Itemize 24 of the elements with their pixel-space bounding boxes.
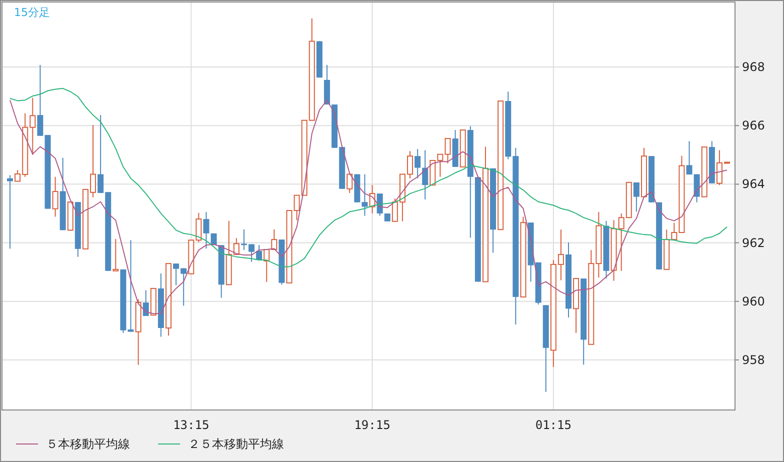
legend-label: ２５本移動平均線 bbox=[188, 437, 284, 451]
y-tick-label: 968 bbox=[742, 60, 765, 74]
line-series bbox=[10, 88, 728, 268]
candlestick bbox=[142, 290, 149, 316]
candlestick bbox=[203, 212, 210, 250]
candlestick bbox=[422, 150, 428, 200]
y-tick-label: 962 bbox=[742, 236, 765, 250]
candlestick bbox=[7, 174, 13, 250]
candlestick bbox=[346, 174, 353, 194]
candlestick bbox=[633, 182, 640, 212]
y-tick-label: 964 bbox=[742, 177, 765, 192]
candlestick bbox=[414, 148, 421, 179]
candlestick bbox=[112, 238, 119, 272]
candlestick bbox=[128, 240, 134, 332]
y-tick-label: 958 bbox=[742, 352, 765, 367]
chart-title: 15分足 bbox=[14, 6, 50, 19]
x-tick-label: 01:15 bbox=[535, 418, 572, 432]
x-tick-label: 19:15 bbox=[354, 418, 390, 432]
legend-label: ５本移動平均線 bbox=[46, 437, 130, 451]
candlestick bbox=[52, 176, 58, 218]
x-tick-label: 13:15 bbox=[173, 418, 210, 432]
y-tick-label: 960 bbox=[742, 294, 765, 308]
line-series bbox=[10, 100, 728, 314]
y-tick-label: 966 bbox=[742, 118, 765, 133]
